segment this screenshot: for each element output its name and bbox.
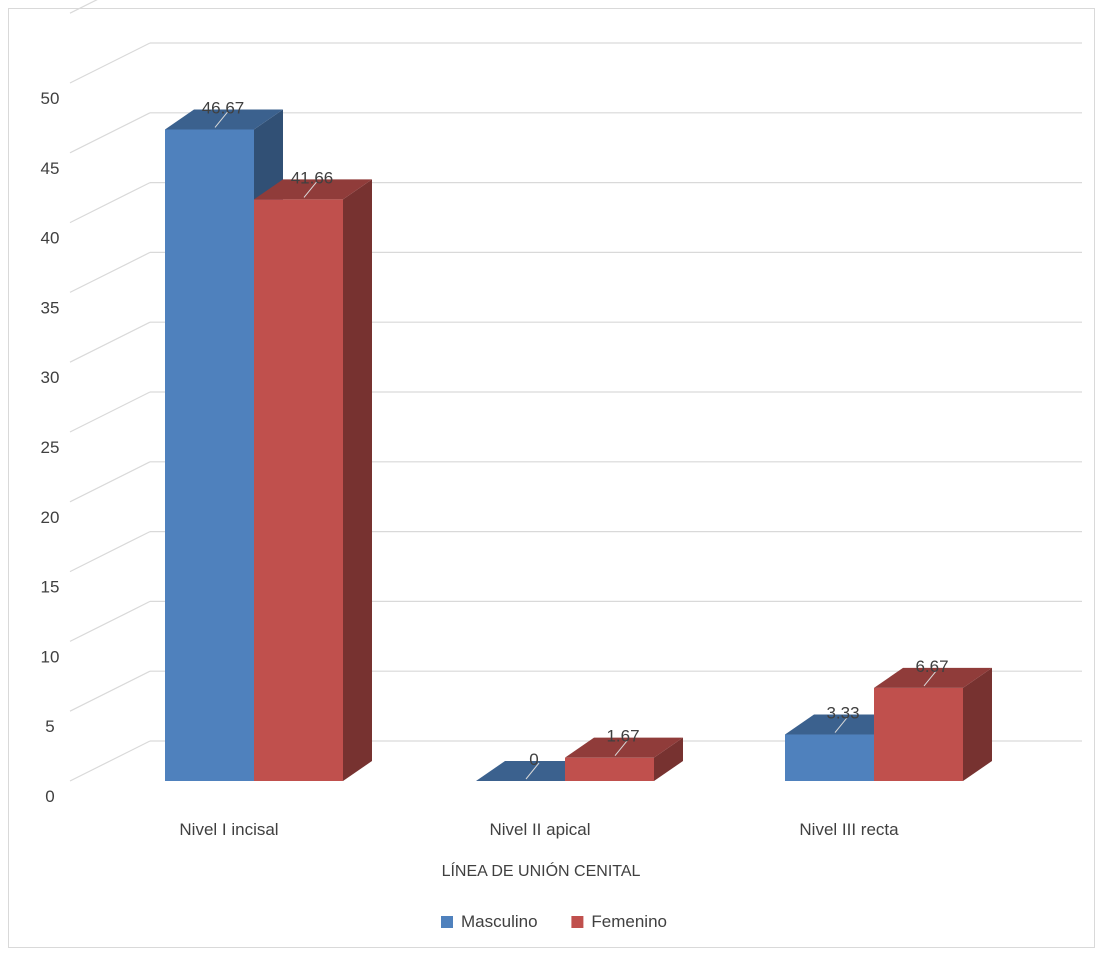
data-label: 41.66	[291, 168, 334, 187]
data-label: 3.33	[826, 704, 859, 723]
legend-swatch	[441, 916, 453, 928]
y-tick-label: 30	[41, 368, 60, 387]
y-tick-label: 35	[41, 298, 60, 317]
legend-item[interactable]: Masculino	[441, 912, 538, 931]
x-axis-category-labels: Nivel I incisal Nivel II apical Nivel III …	[179, 820, 899, 839]
label-leader	[303, 181, 318, 198]
y-axis-ticks: 0 5 10 15 20 25 30 35 40 45 50	[41, 89, 60, 806]
gridline-diagonal	[69, 42, 151, 84]
y-tick-label: 25	[41, 438, 60, 457]
bar-front	[785, 734, 874, 781]
gridline-diagonal	[69, 600, 151, 642]
y-tick-label: 20	[41, 508, 60, 527]
bar-front	[565, 757, 654, 781]
data-label: 0	[529, 750, 538, 769]
label-leader	[614, 739, 629, 757]
bar-top	[785, 714, 903, 735]
data-label: 46.67	[202, 98, 245, 117]
gridline-diagonal	[69, 251, 151, 293]
x-tick-label: Nivel II apical	[489, 820, 590, 839]
y-tick-label: 40	[41, 229, 60, 248]
y-tick-label: 5	[45, 717, 54, 736]
bar-side	[654, 737, 683, 781]
data-label: 6.67	[915, 657, 948, 676]
bar-side	[343, 179, 372, 782]
label-leader	[214, 111, 229, 128]
gridline-diagonal	[69, 112, 151, 154]
gridline-diagonal	[69, 0, 98, 14]
label-leader	[923, 669, 938, 687]
gridline-diagonal	[69, 531, 151, 573]
bar-front	[254, 199, 343, 782]
bar-front	[874, 687, 963, 781]
bar[interactable]	[874, 667, 992, 781]
bar-top	[565, 737, 683, 758]
y-tick-label: 15	[41, 578, 60, 597]
legend-label: Femenino	[591, 912, 667, 931]
bar-side	[963, 667, 992, 781]
legend[interactable]: Masculino Femenino	[441, 912, 667, 931]
y-tick-label: 0	[45, 787, 54, 806]
bar-top	[165, 109, 283, 130]
y-tick-label: 45	[41, 159, 60, 178]
label-leader	[525, 762, 540, 780]
bars	[165, 109, 992, 782]
bar-front	[165, 129, 254, 781]
y-tick-label: 10	[41, 647, 60, 666]
data-labels: 46.67 41.66 0 1.67 3.33 6.67	[202, 98, 949, 769]
gridline-diagonal	[69, 740, 151, 782]
label-leader	[834, 716, 849, 733]
bar[interactable]	[254, 179, 372, 782]
label-leader-lines	[214, 111, 938, 780]
bar-top	[254, 179, 372, 200]
legend-swatch	[571, 916, 584, 928]
x-axis-title: LÍNEA DE UNIÓN CENITAL	[442, 861, 641, 880]
bar[interactable]	[565, 737, 683, 781]
data-label: 1.67	[606, 727, 639, 746]
gridline-diagonal	[69, 461, 151, 503]
bar-top	[476, 761, 594, 781]
gridline-diagonal	[69, 670, 151, 712]
legend-label: Masculino	[461, 912, 538, 931]
gridline-diagonal	[69, 391, 151, 433]
y-tick-label: 50	[41, 89, 60, 108]
gridline-diagonal	[69, 321, 151, 363]
bar[interactable]	[476, 761, 594, 781]
x-tick-label: Nivel I incisal	[179, 820, 278, 839]
bar-top	[874, 667, 992, 688]
legend-item[interactable]: Femenino	[571, 912, 667, 931]
gridline-diagonal	[69, 182, 151, 224]
x-tick-label: Nivel III recta	[799, 820, 899, 839]
